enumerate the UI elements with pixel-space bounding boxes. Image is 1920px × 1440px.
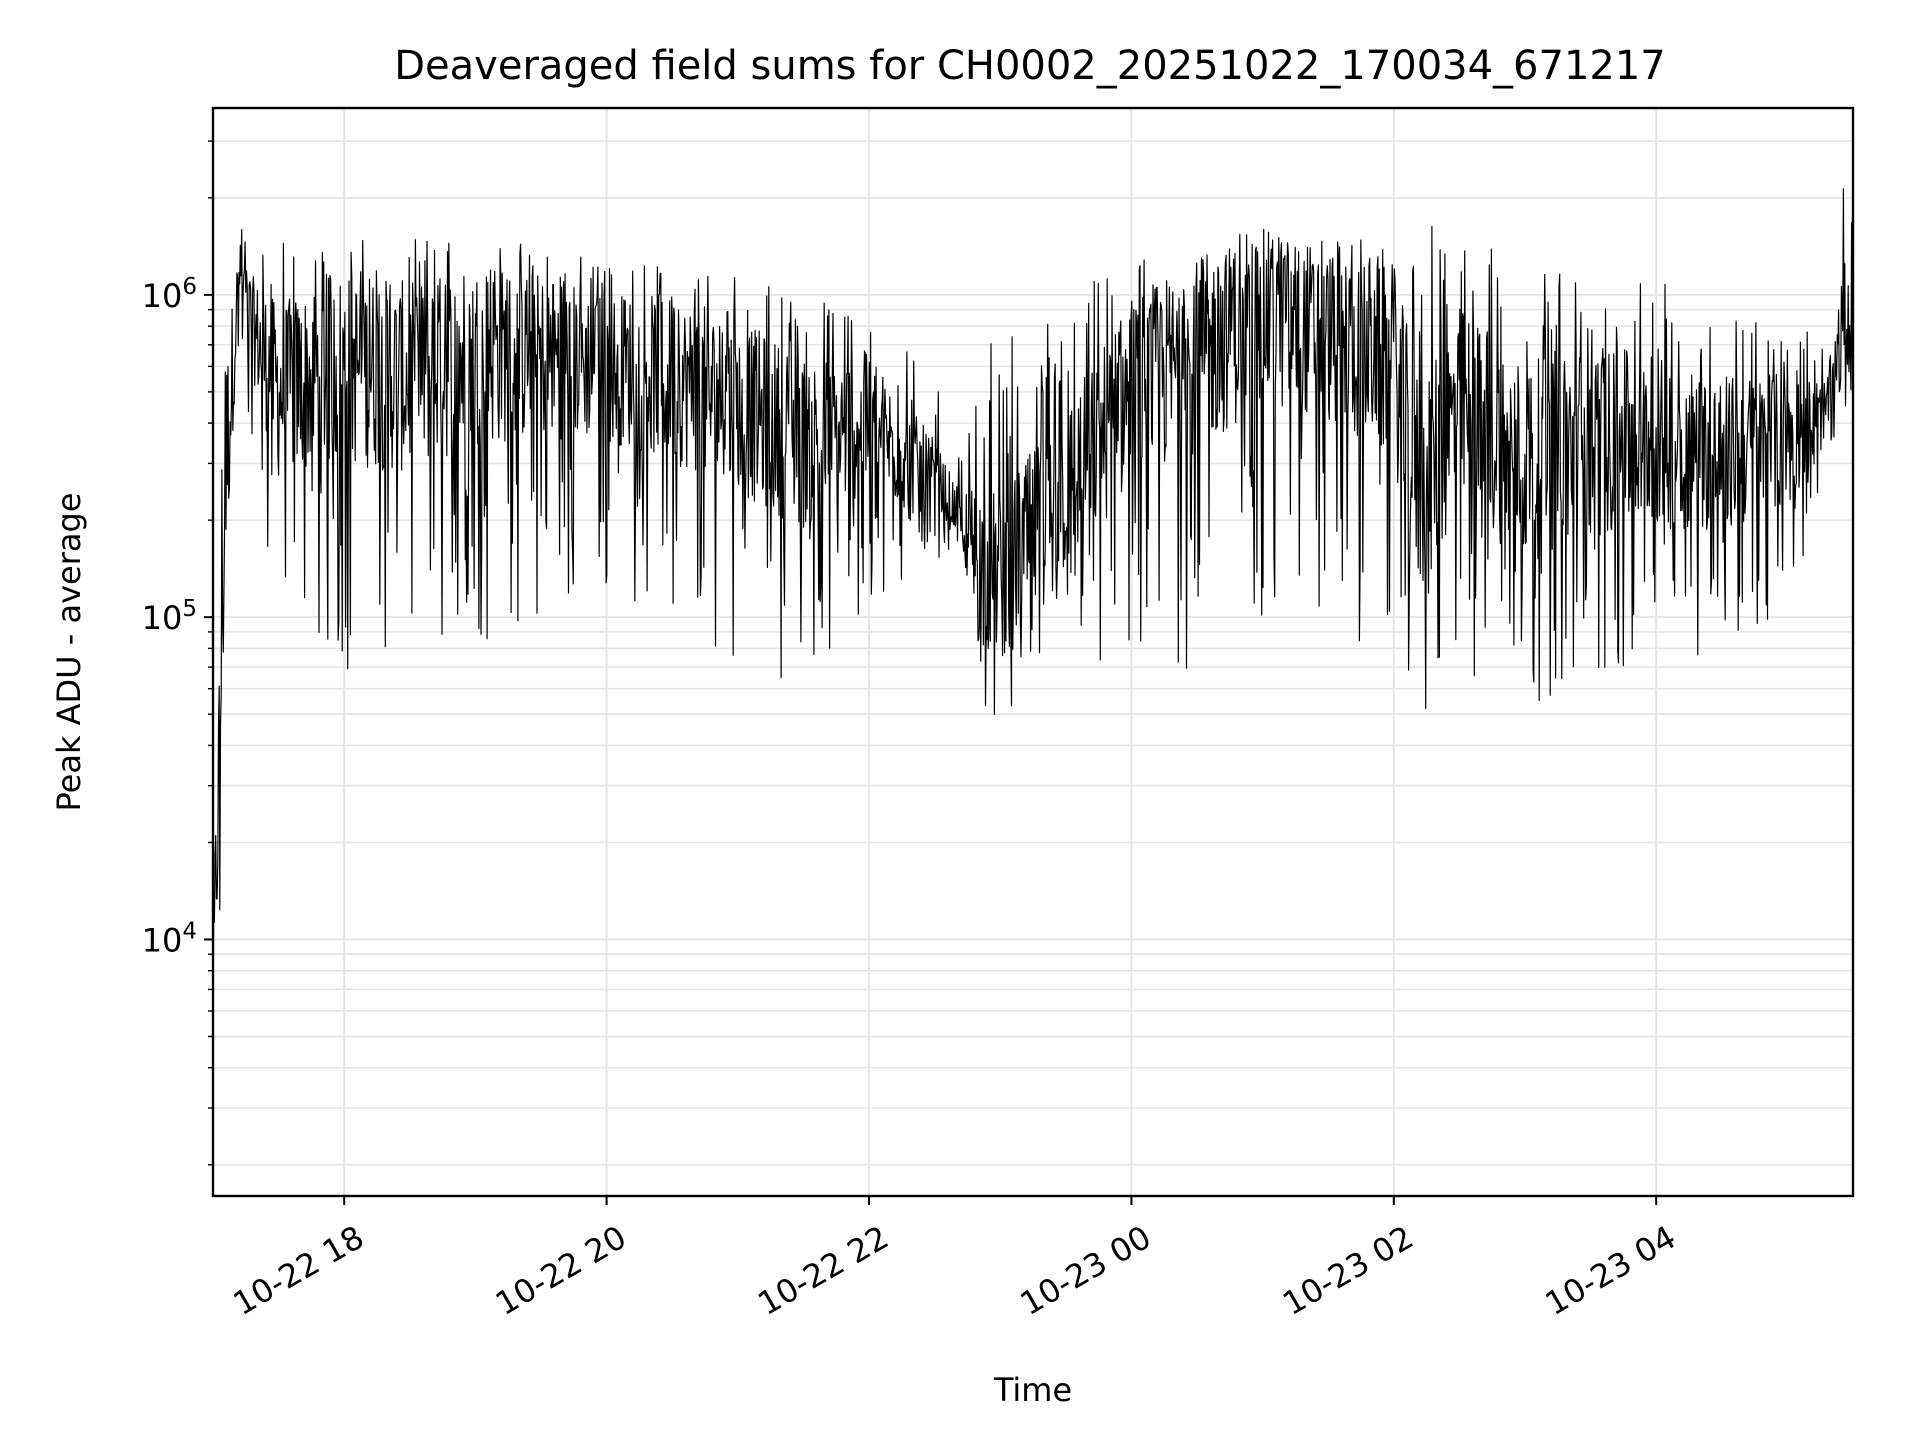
y-tick-label: 104 xyxy=(142,918,197,959)
y-axis-label: Peak ADU - average xyxy=(50,493,88,812)
y-tick-label: 105 xyxy=(142,596,197,637)
plot-area-frame xyxy=(211,106,1855,1198)
y-tick-label-exponent: 4 xyxy=(182,918,197,944)
chart-title: Deaveraged field sums for CH0002_2025102… xyxy=(394,43,1666,89)
y-tick-label-exponent: 5 xyxy=(182,596,197,622)
y-tick-label-exponent: 6 xyxy=(182,274,197,300)
x-axis-label: Time xyxy=(993,1371,1072,1409)
y-tick-label-base: 10 xyxy=(142,599,183,637)
y-tick-label-base: 10 xyxy=(142,277,183,315)
series-layer xyxy=(212,188,1854,1046)
series-line-field-sums xyxy=(212,188,1854,1046)
y-tick-label-base: 10 xyxy=(142,921,183,959)
y-tick-label: 106 xyxy=(142,274,197,315)
